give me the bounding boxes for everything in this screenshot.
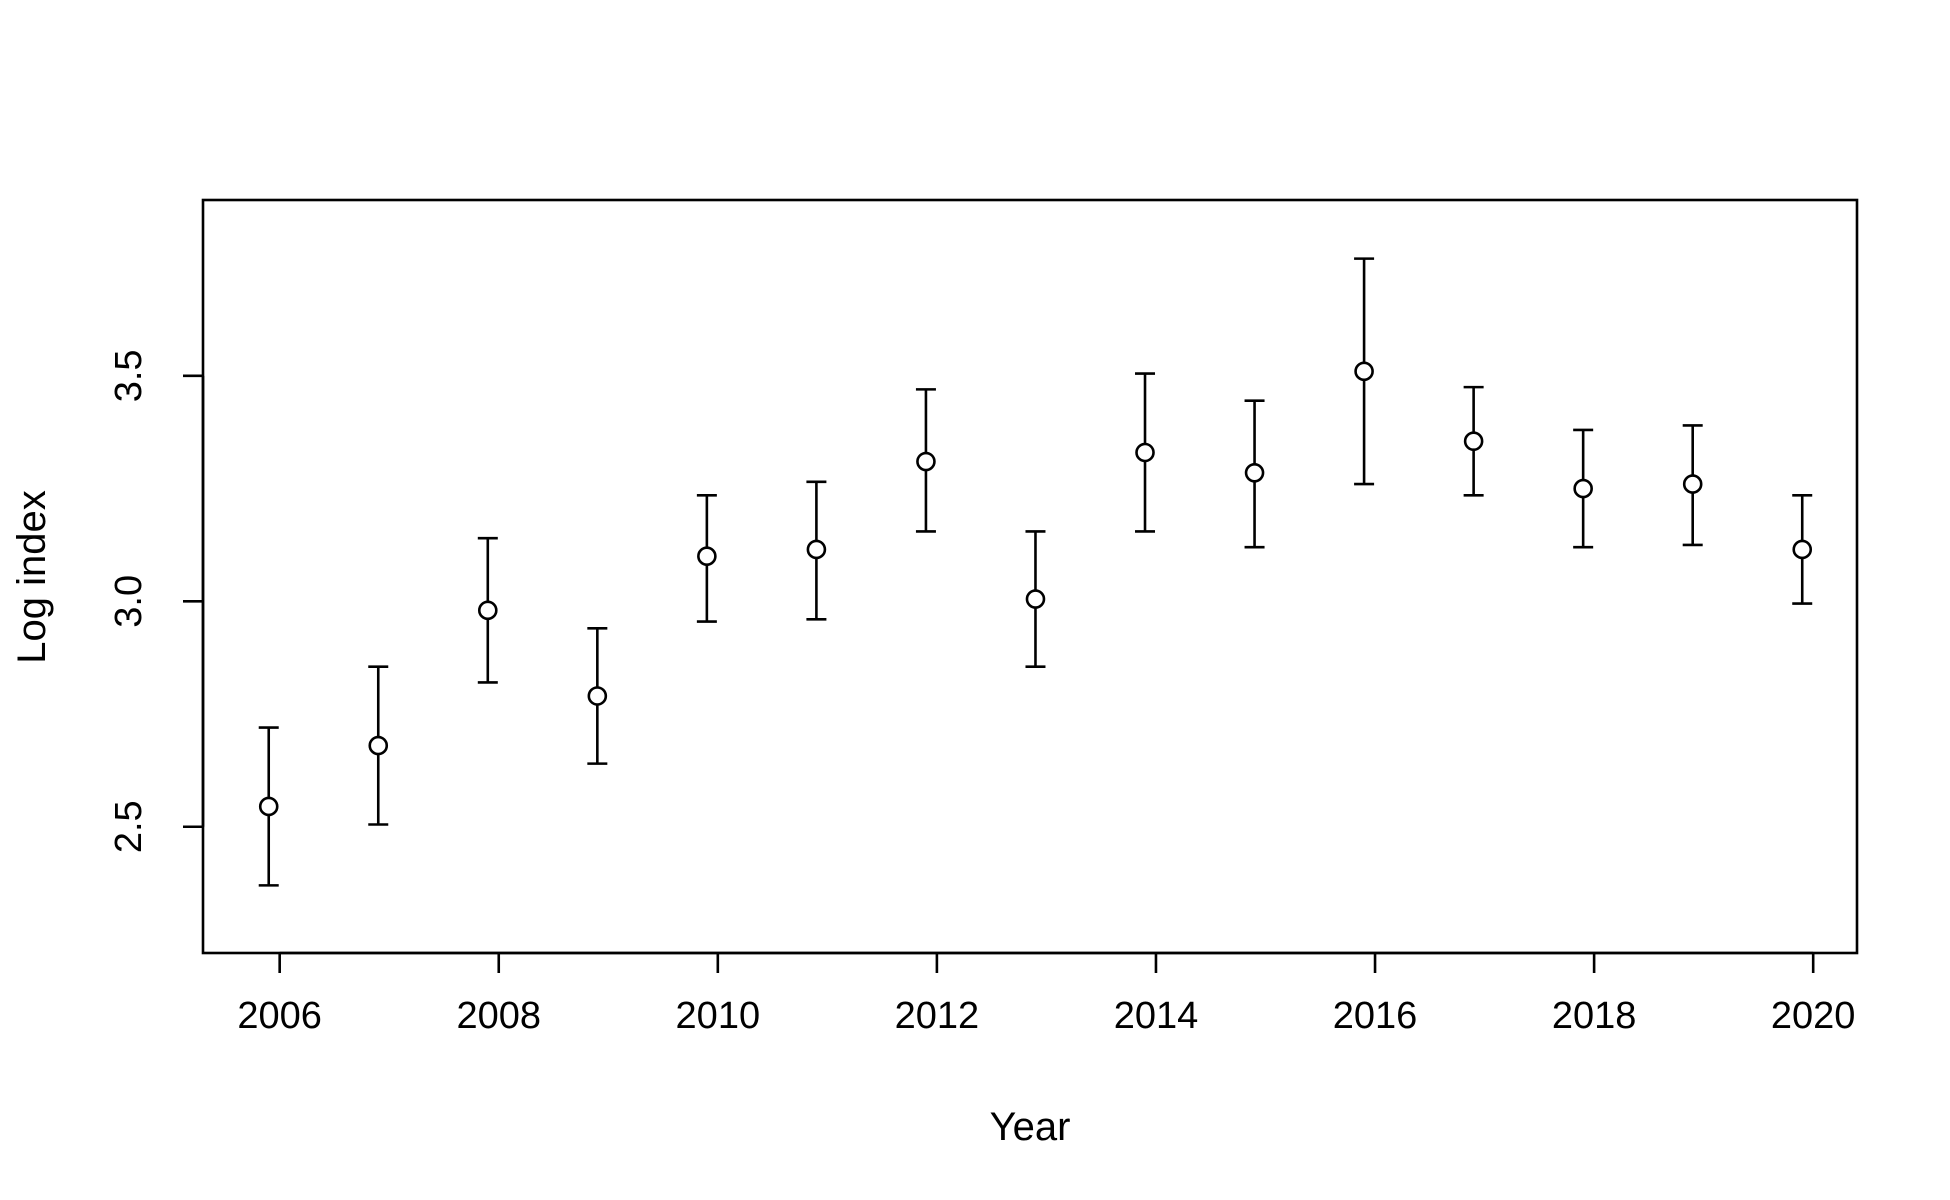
data-point: [1354, 361, 1374, 382]
y-axis: 2.5 3.0 3.5: [108, 349, 205, 853]
data-point: [806, 539, 827, 560]
y-tick-label: 2.5: [108, 800, 150, 853]
data-point: [258, 796, 279, 817]
x-tick-label: 2016: [1333, 995, 1418, 1037]
data-point: [1463, 431, 1484, 452]
data-point: [368, 735, 389, 756]
data-point: [1792, 539, 1813, 560]
x-axis-label: Year: [990, 1105, 1071, 1149]
data-point: [697, 546, 717, 567]
x-tick-label: 2018: [1552, 995, 1637, 1037]
data-point: [1025, 589, 1046, 609]
x-tick-label: 2008: [456, 995, 541, 1037]
data-point: [1135, 442, 1155, 463]
y-tick-label: 3.5: [108, 349, 150, 402]
data-point: [1682, 474, 1703, 494]
data-point: [587, 686, 608, 706]
plot-frame: [201, 198, 1859, 955]
y-axis-label: Log index: [10, 490, 54, 663]
data-point: [477, 600, 498, 621]
x-tick-label: 2012: [895, 995, 980, 1037]
series: [258, 257, 1813, 887]
x-tick-label: 2014: [1114, 995, 1199, 1037]
data-point: [916, 451, 936, 472]
x-axis: 2006 2008 2010 2012 2014 2016 2018 2020: [237, 951, 1856, 1037]
y-tick-label: 3.0: [108, 575, 150, 628]
x-tick-label: 2010: [676, 995, 761, 1037]
data-point: [1573, 478, 1593, 499]
x-tick-label: 2020: [1771, 995, 1856, 1037]
x-tick-label: 2006: [237, 995, 322, 1037]
data-point: [1244, 462, 1265, 483]
